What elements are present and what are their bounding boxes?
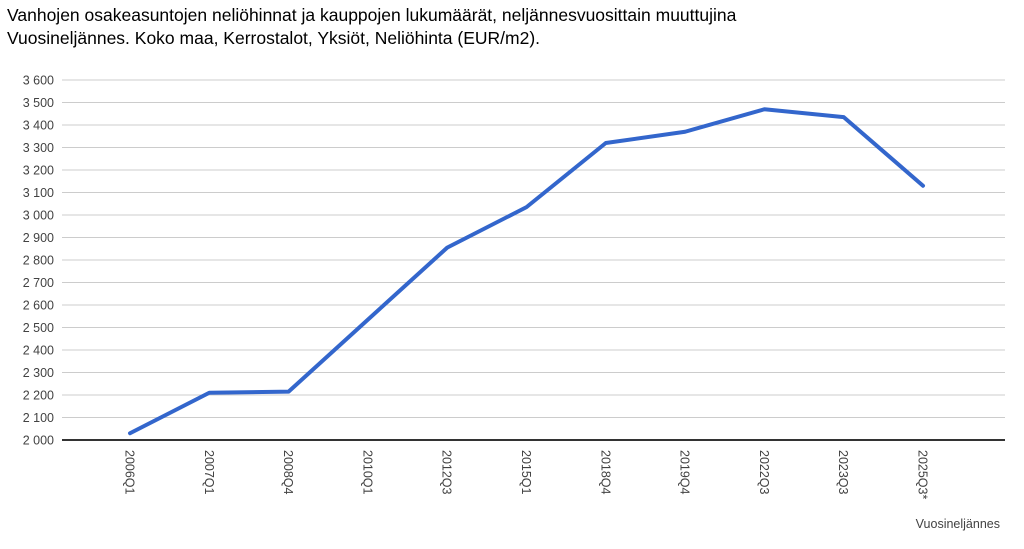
price-line-series bbox=[128, 107, 925, 436]
chart-title-line2: Vuosineljännes. Koko maa, Kerrostalot, Y… bbox=[7, 28, 541, 48]
x-axis-tick-label: 2006Q1 bbox=[123, 450, 137, 495]
y-axis-tick-label: 3 500 bbox=[23, 96, 54, 110]
y-axis-tick-label: 3 100 bbox=[23, 186, 54, 200]
x-axis-tick-label: 2012Q3 bbox=[440, 450, 454, 495]
x-axis-tick-label: 2015Q1 bbox=[519, 450, 533, 495]
y-axis-tick-label: 2 000 bbox=[23, 434, 54, 448]
y-axis-tick-label: 3 600 bbox=[23, 74, 54, 88]
y-axis-tick-label: 2 900 bbox=[23, 231, 54, 245]
x-axis-tick-label: 2008Q4 bbox=[281, 450, 295, 495]
y-axis-tick-label: 2 300 bbox=[23, 366, 54, 380]
y-axis-tick-label: 2 600 bbox=[23, 299, 54, 313]
x-axis-tick-label: 2023Q3 bbox=[836, 450, 850, 495]
y-axis-tick-label: 2 700 bbox=[23, 276, 54, 290]
y-axis-tick-label: 2 800 bbox=[23, 254, 54, 268]
y-axis-tick-label: 3 200 bbox=[23, 164, 54, 178]
y-axis-tick-label: 2 500 bbox=[23, 321, 54, 335]
x-axis-tick-label: 2010Q1 bbox=[360, 450, 374, 495]
y-axis-tick-label: 2 400 bbox=[23, 344, 54, 358]
chart-title: Vanhojen osakeasuntojen neliöhinnat ja k… bbox=[7, 4, 997, 50]
chart-title-line1: Vanhojen osakeasuntojen neliöhinnat ja k… bbox=[7, 5, 737, 25]
x-axis-tick-label: 2022Q3 bbox=[757, 450, 771, 495]
x-axis-tick-label: 2019Q4 bbox=[678, 450, 692, 495]
y-axis-tick-label: 3 300 bbox=[23, 141, 54, 155]
x-axis-title: Vuosineljännes bbox=[916, 517, 1000, 531]
y-axis-tick-label: 3 000 bbox=[23, 209, 54, 223]
y-axis-tick-label: 2 200 bbox=[23, 389, 54, 403]
y-axis-tick-label: 2 100 bbox=[23, 411, 54, 425]
y-axis-tick-label: 3 400 bbox=[23, 119, 54, 133]
x-axis-tick-label: 2025Q3* bbox=[916, 450, 930, 499]
x-axis-tick-label: 2007Q1 bbox=[202, 450, 216, 495]
x-axis-tick-label: 2018Q4 bbox=[598, 450, 612, 495]
